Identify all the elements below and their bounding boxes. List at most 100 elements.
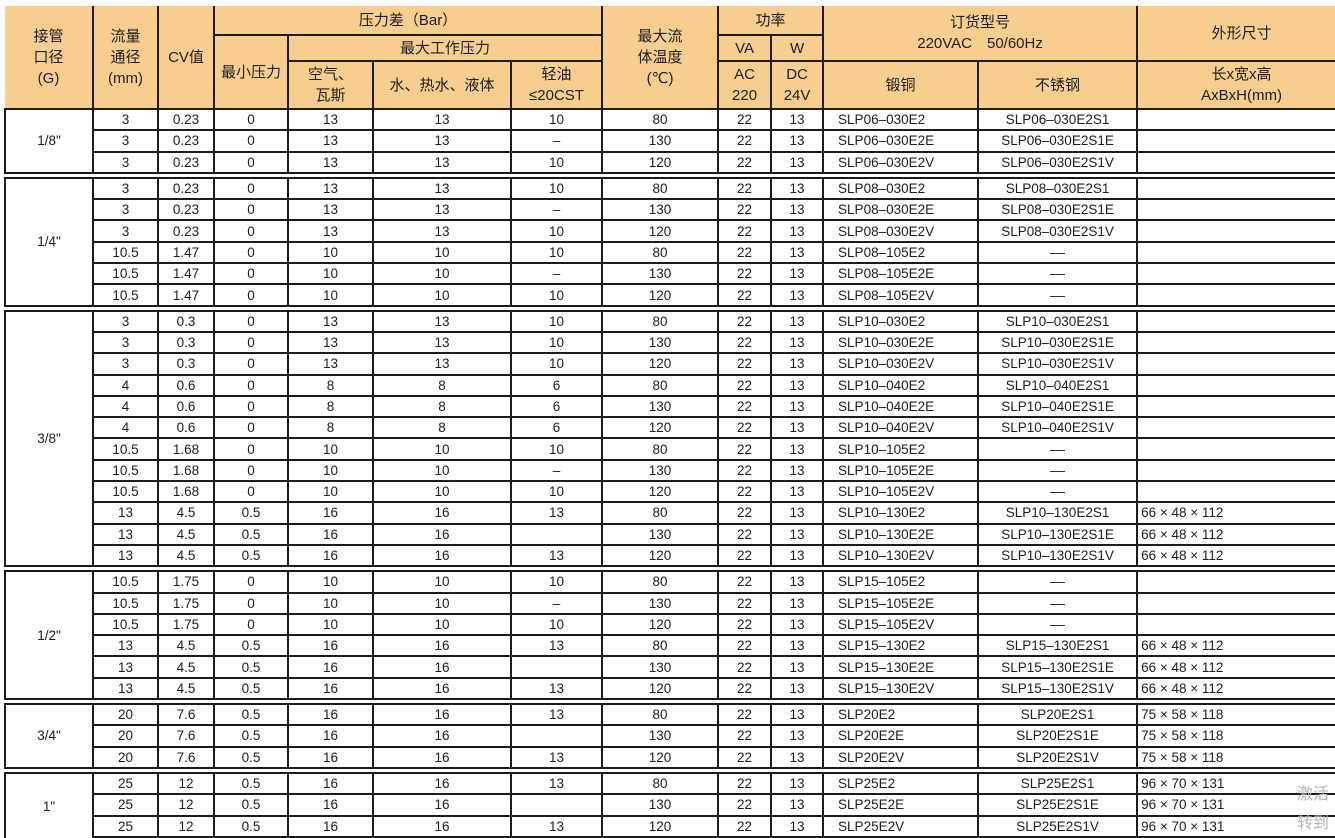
table-row: 4 0.6 0 8 8 6 80 22 13 SLP10–040E2 SLP10–040E2S1 — [5, 373, 1335, 397]
cell-max-temp: 120 — [601, 612, 720, 637]
cell-dimensions: 66 × 48 × 112 — [1136, 501, 1335, 525]
cell-cv: 4.5 — [157, 655, 215, 679]
table-row: 10.5 1.68 0 10 10 10 120 22 13 SLP10–105E2V –– — [5, 480, 1335, 504]
cell-va: 22 — [717, 480, 773, 504]
cell-cv: 0.23 — [157, 150, 215, 177]
cell-w: 13 — [770, 501, 825, 525]
cell-light-oil: 10 — [509, 150, 604, 177]
cell-min-pressure: 0 — [213, 150, 289, 177]
section-1: 1/4" 3 0.23 0 13 13 10 80 22 13 SLP08–030E2 SLP08–0… — [4, 171, 1335, 310]
cell-model-copper: SLP06–030E2 — [822, 107, 980, 132]
cell-water: 16 — [372, 766, 512, 796]
cell-dimensions — [1136, 352, 1335, 376]
cell-max-temp: 130 — [601, 330, 720, 355]
cell-w: 13 — [770, 655, 825, 679]
cell-min-pressure: 0 — [213, 480, 289, 504]
table-row: 25 12 0.5 16 16 130 22 13 SLP25E2E SLP25E2S1E 96 ×… — [5, 793, 1335, 817]
table-row: 10.5 1.47 0 10 10 10 120 22 13 SLP08–105E2V –– — [5, 283, 1335, 310]
cell-model-copper: SLP10–130E2E — [822, 522, 980, 546]
cell-air-gas: 16 — [287, 745, 374, 772]
cell-w: 13 — [770, 283, 825, 310]
cell-va: 22 — [717, 458, 773, 483]
cell-max-temp: 130 — [601, 129, 720, 153]
cell-min-pressure: 0 — [213, 304, 289, 333]
cell-max-temp: 130 — [601, 262, 720, 286]
header-min-pressure: 最小压力 — [214, 34, 289, 110]
cell-water: 10 — [372, 437, 512, 461]
cell-light-oil: – — [509, 458, 604, 483]
table-row: 20 7.6 0.5 16 16 130 22 13 SLP20E2E SLP20E2S1E 75 … — [5, 724, 1335, 748]
table-row: 3/4" 20 7.6 0.5 16 16 13 80 22 13 SLP20E2 SLP20E2S1… — [4, 698, 1335, 772]
cell-w: 13 — [770, 543, 825, 570]
cell-va: 22 — [717, 129, 773, 153]
cell-air-gas: 16 — [287, 793, 374, 817]
header-dims-formula: 长x宽x高 AxBxH(mm) — [1136, 60, 1335, 110]
cell-w: 13 — [770, 330, 825, 355]
section-5: 1" 25 12 0.5 16 16 13 80 22 13 SLP25E2 SLP25E2S1 96 … — [4, 766, 1335, 838]
cell-air-gas: 10 — [287, 565, 374, 594]
cell-air-gas: 13 — [287, 171, 374, 201]
cell-va: 22 — [717, 394, 773, 419]
cell-max-temp: 80 — [601, 304, 720, 333]
cell-water: 13 — [372, 129, 512, 153]
cell-va: 22 — [717, 262, 773, 286]
cell-dimensions — [1136, 591, 1335, 615]
cell-max-temp: 130 — [601, 198, 720, 222]
cell-model-copper: SLP15–105E2 — [822, 565, 980, 594]
cell-w: 13 — [770, 814, 825, 838]
cell-min-pressure: 0.5 — [213, 745, 289, 772]
cell-dimensions: 66 × 48 × 112 — [1136, 543, 1335, 570]
cell-max-temp: 120 — [601, 543, 720, 570]
cell-va: 22 — [717, 814, 773, 838]
cell-model-stainless: SLP25E2S1V — [977, 814, 1139, 838]
cell-light-oil: 13 — [509, 745, 604, 772]
table-row: 1/8" 3 0.23 0 13 13 10 80 22 13 SLP06–030E2 SLP06–0… — [4, 107, 1335, 177]
cell-max-temp: 120 — [601, 150, 720, 177]
cell-dimensions — [1136, 612, 1335, 637]
cell-light-oil: 6 — [509, 373, 604, 397]
cell-model-stainless: SLP08–030E2S1V — [977, 219, 1139, 243]
cell-dimensions: 96 × 70 × 131 — [1136, 766, 1335, 796]
cell-water: 16 — [372, 676, 512, 703]
table-row: 10.5 1.47 0 10 10–130 22 13 SLP08–105E2E –– — [5, 262, 1335, 286]
cell-light-oil: 13 — [509, 501, 604, 525]
header-pipe-size: 接管 口径 (G) — [5, 6, 94, 110]
section-0: 1/8" 3 0.23 0 13 13 10 80 22 13 SLP06–030E2 SLP06–0… — [4, 107, 1335, 177]
header-air-gas: 空气、 瓦斯 — [288, 60, 374, 110]
cell-w: 13 — [770, 634, 825, 658]
cell-light-oil: 10 — [509, 565, 604, 594]
watermark-line-1: 激活 — [1297, 786, 1330, 803]
cell-min-pressure: 0 — [213, 591, 289, 615]
cell-flow-diameter: 3 — [92, 171, 159, 201]
section-3: 1/2" 10.5 1.75 0 10 10 10 80 22 13 SLP15–105E2 –– 10… — [4, 565, 1335, 703]
table-row: 13 4.5 0.5 16 16 130 22 13 SLP15–130E2E SLP15–130… — [5, 655, 1335, 679]
cell-model-stainless: SLP10–130E2S1V — [977, 543, 1139, 570]
cell-va: 22 — [717, 373, 773, 397]
cell-min-pressure: 0 — [213, 107, 289, 132]
cell-model-stainless: –– — [977, 612, 1139, 637]
cell-water: 10 — [372, 612, 512, 637]
cell-w: 13 — [770, 304, 825, 333]
cell-model-stainless: SLP06–030E2S1V — [977, 150, 1139, 177]
cell-model-stainless: SLP10–040E2S1V — [977, 416, 1139, 440]
activation-watermark: 激活 转到 — [1297, 780, 1335, 838]
pipe-size-cell: 1/4" — [4, 171, 94, 310]
cell-model-copper: SLP10–030E2V — [822, 352, 980, 376]
valve-spec-table: 接管 口径 (G) 流量 通径 (mm) CV值 压力差（Bar） 最大流 体温… — [4, 6, 1335, 838]
header-stainless-steel: 不锈钢 — [977, 60, 1139, 110]
watermark-line-2: 转到 — [1297, 815, 1330, 832]
cell-w: 13 — [770, 352, 825, 376]
cell-light-oil: 10 — [509, 437, 604, 461]
cell-cv: 4.5 — [157, 676, 215, 703]
cell-model-stainless: –– — [977, 283, 1139, 310]
header-cv: CV值 — [157, 6, 215, 110]
cell-flow-diameter: 13 — [92, 501, 159, 525]
cell-light-oil: 13 — [509, 634, 604, 658]
header-water: 水、热水、液体 — [372, 60, 512, 110]
cell-flow-diameter: 3 — [92, 352, 159, 376]
cell-model-copper: SLP10–030E2 — [822, 304, 980, 333]
cell-water: 8 — [372, 394, 512, 419]
cell-dimensions: 96 × 70 × 131 — [1136, 814, 1335, 838]
cell-max-temp: 120 — [601, 745, 720, 772]
